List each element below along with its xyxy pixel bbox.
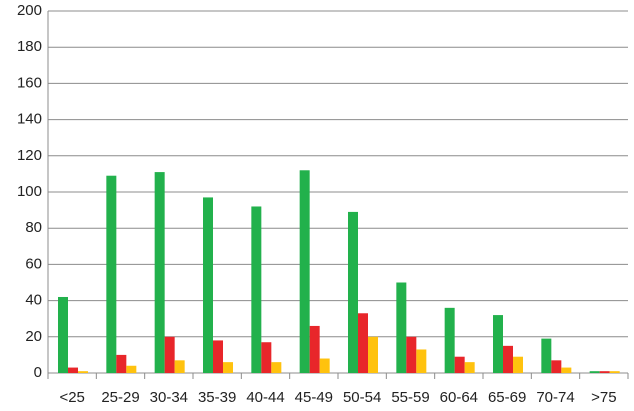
x-tick-label: 45-49 [295, 389, 333, 406]
y-tick-label: 0 [34, 364, 42, 381]
x-tick-label: <25 [59, 389, 84, 406]
bar [513, 356, 523, 373]
x-tick-label: 55-59 [391, 389, 429, 406]
bar [396, 282, 407, 373]
y-tick-label: 60 [25, 255, 42, 272]
x-tick-label: 30-34 [150, 389, 188, 406]
bar [116, 354, 127, 373]
bar [541, 338, 552, 373]
x-tick-label: 70-74 [536, 389, 574, 406]
x-tick-label: 25-29 [101, 389, 139, 406]
bar [551, 360, 562, 373]
bar [203, 197, 213, 373]
bar [223, 362, 233, 373]
bar [599, 371, 610, 373]
x-tick-label: 65-69 [488, 389, 526, 406]
bar [464, 362, 475, 373]
x-tick-label: 60-64 [440, 389, 478, 406]
bar [271, 362, 282, 373]
bar [174, 360, 185, 373]
bar [68, 367, 78, 373]
x-tick-label: >75 [591, 389, 616, 406]
bar [309, 325, 320, 373]
bar [368, 336, 378, 373]
y-tick-label: 120 [17, 147, 42, 164]
y-tick-label: 180 [17, 38, 42, 55]
bar [358, 313, 368, 373]
x-tick-label: 50-54 [343, 389, 381, 406]
bar [213, 340, 223, 373]
bar [348, 211, 358, 373]
bar [454, 356, 465, 373]
bar [78, 371, 88, 373]
bar [406, 336, 417, 373]
bar [58, 296, 68, 373]
bar [609, 371, 620, 373]
bar [493, 315, 503, 373]
bar [561, 367, 572, 373]
y-tick-label: 20 [25, 328, 42, 345]
y-tick-label: 140 [17, 111, 42, 128]
x-tick-label: 35-39 [198, 389, 236, 406]
bar [416, 349, 427, 373]
bar [444, 307, 455, 373]
bar [261, 342, 272, 373]
y-tick-label: 160 [17, 74, 42, 91]
bar [106, 175, 117, 373]
bar [164, 336, 175, 373]
bar [251, 206, 262, 373]
x-tick-label: 40-44 [246, 389, 284, 406]
y-tick-label: 200 [17, 2, 42, 19]
bar [503, 345, 513, 373]
bar [589, 371, 600, 373]
bar [126, 365, 137, 373]
y-tick-label: 40 [25, 292, 42, 309]
bar [154, 172, 165, 373]
y-tick-label: 100 [17, 183, 42, 200]
bar [299, 170, 310, 373]
bar [319, 358, 330, 373]
y-tick-label: 80 [25, 219, 42, 236]
